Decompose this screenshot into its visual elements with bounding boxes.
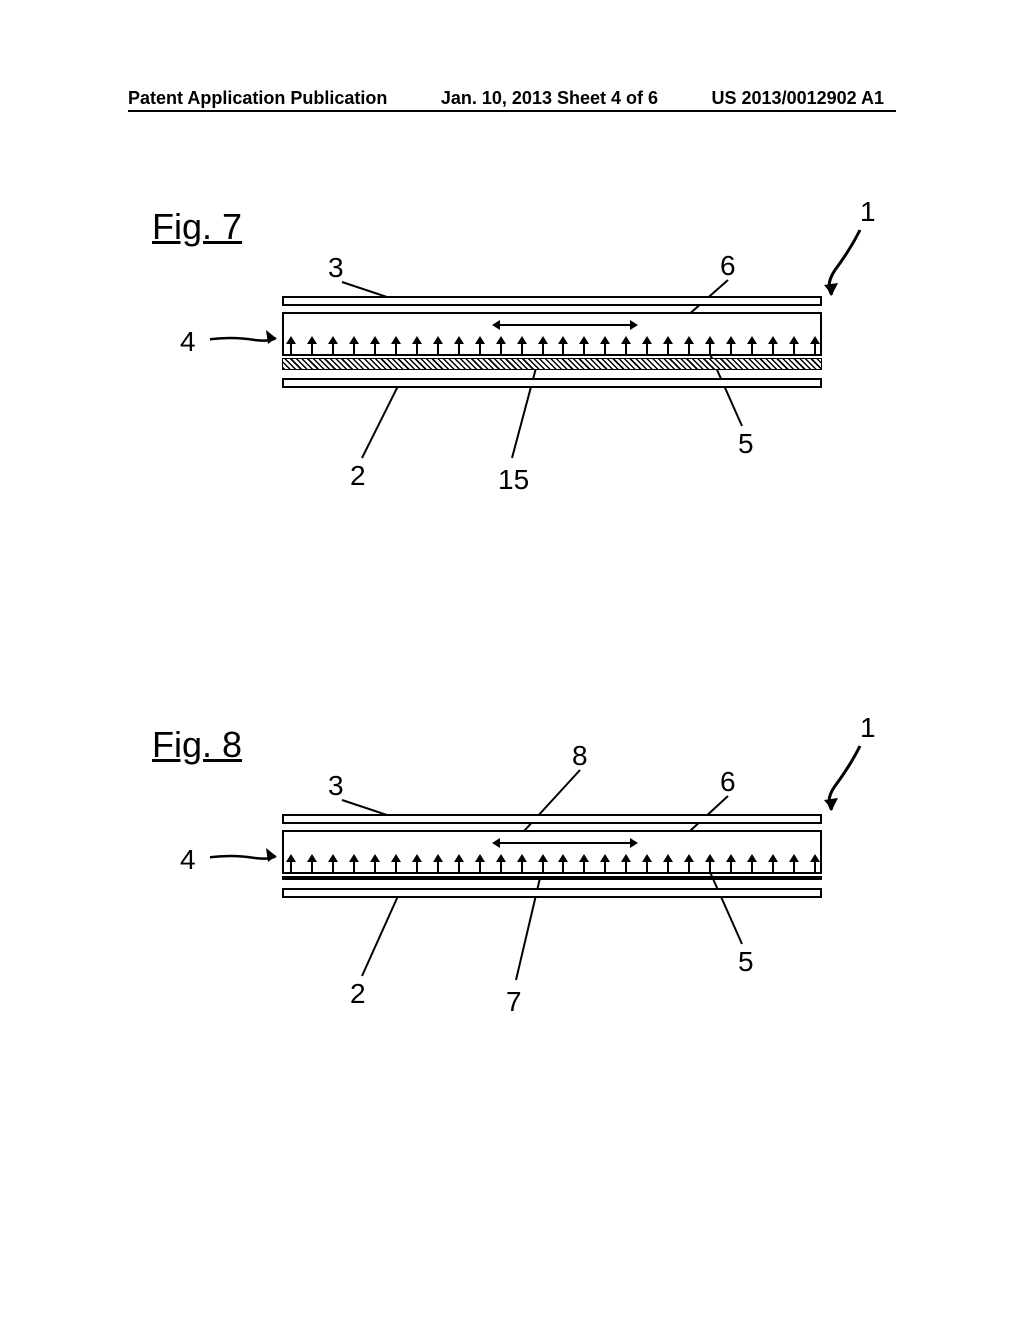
arrow-up-icon [793, 342, 795, 356]
arrow-up-icon [751, 860, 753, 874]
arrow-up-icon [583, 342, 585, 356]
arrow-up-icon [751, 342, 753, 356]
arrow-up-icon [709, 860, 711, 874]
figure-8-diagram: 1 8 3 6 4 2 7 5 [210, 718, 910, 1018]
arrow-up-icon [416, 342, 418, 356]
arrow-up-icon [583, 860, 585, 874]
arrow-up-icon [500, 860, 502, 874]
arrow-up-icon [730, 342, 732, 356]
arrow-up-icon [332, 860, 334, 874]
arrow-up-icon [374, 342, 376, 356]
arrow-up-icon [562, 342, 564, 356]
ref-7: 7 [506, 986, 522, 1018]
header-left: Patent Application Publication [128, 88, 387, 109]
arrow-up-icon [625, 860, 627, 874]
arrow-up-icon [311, 342, 313, 356]
ref-5: 5 [738, 428, 754, 460]
arrow-up-icon [625, 342, 627, 356]
header-rule [128, 110, 896, 112]
double-arrow-7 [500, 324, 630, 326]
arrow-up-icon [793, 860, 795, 874]
arrow-up-icon [374, 860, 376, 874]
layer-top-outer [282, 296, 822, 306]
layer-top-outer-8 [282, 814, 822, 824]
arrow-up-icon [814, 342, 816, 356]
arrow-up-icon [353, 342, 355, 356]
arrow-up-icon [542, 342, 544, 356]
patent-header: Patent Application Publication Jan. 10, … [0, 88, 1024, 109]
arrow-up-icon [772, 342, 774, 356]
arrow-up-icon [395, 860, 397, 874]
arrow-up-icon [667, 342, 669, 356]
arrow-up-icon [458, 342, 460, 356]
arrow-up-icon [562, 860, 564, 874]
ref-1: 1 [860, 196, 876, 228]
arrow-up-icon [814, 860, 816, 874]
ref-4b: 4 [180, 844, 196, 876]
arrow-up-icon [437, 342, 439, 356]
ref-8: 8 [572, 740, 588, 772]
arrow-up-icon [479, 860, 481, 874]
ref-3: 3 [328, 252, 344, 284]
arrow-up-icon [688, 342, 690, 356]
header-center: Jan. 10, 2013 Sheet 4 of 6 [441, 88, 658, 109]
arrow-up-icon [604, 860, 606, 874]
ref-6b: 6 [720, 766, 736, 798]
figure-7-diagram: 1 3 6 4 2 15 5 [210, 200, 910, 500]
arrow-up-icon [479, 342, 481, 356]
arrow-up-icon [709, 342, 711, 356]
arrow-up-icon [416, 860, 418, 874]
layer-hatched [282, 358, 822, 370]
arrow-up-icon [290, 342, 292, 356]
arrow-up-icon [667, 860, 669, 874]
ref-2b: 2 [350, 978, 366, 1010]
arrows-up-8 [282, 854, 822, 874]
ref-4: 4 [180, 326, 196, 358]
layer-thin-8 [282, 876, 822, 880]
arrow-up-icon [332, 342, 334, 356]
arrow-up-icon [311, 860, 313, 874]
ref-5b: 5 [738, 946, 754, 978]
ref-15: 15 [498, 464, 529, 496]
ref-2: 2 [350, 460, 366, 492]
arrow-up-icon [458, 860, 460, 874]
arrow-up-icon [521, 860, 523, 874]
arrow-up-icon [646, 342, 648, 356]
arrow-up-icon [772, 860, 774, 874]
arrow-up-icon [688, 860, 690, 874]
arrow-up-icon [730, 860, 732, 874]
ref-3b: 3 [328, 770, 344, 802]
ref-1b: 1 [860, 712, 876, 744]
header-right: US 2013/0012902 A1 [712, 88, 884, 109]
arrow-up-icon [604, 342, 606, 356]
double-arrow-8 [500, 842, 630, 844]
ref-6: 6 [720, 250, 736, 282]
arrow-up-icon [646, 860, 648, 874]
arrows-up-7 [282, 336, 822, 356]
layer-bottom-outer [282, 378, 822, 388]
arrow-up-icon [290, 860, 292, 874]
arrow-up-icon [521, 342, 523, 356]
arrow-up-icon [437, 860, 439, 874]
arrow-up-icon [500, 342, 502, 356]
arrow-up-icon [353, 860, 355, 874]
arrow-up-icon [542, 860, 544, 874]
arrow-up-icon [395, 342, 397, 356]
layer-bottom-outer-8 [282, 888, 822, 898]
